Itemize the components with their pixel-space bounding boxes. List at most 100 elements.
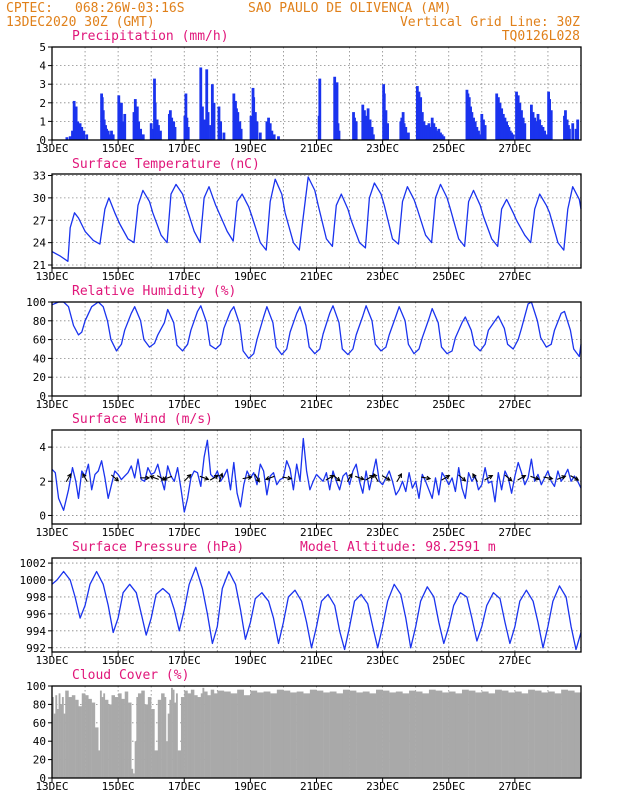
cloud-cover-bar <box>395 691 403 778</box>
cloud-cover-bar <box>52 697 54 778</box>
precip-bar <box>429 126 432 140</box>
wind-direction-arrow <box>570 475 579 481</box>
precip-bar <box>521 117 525 140</box>
pres-title: Surface Pressure (hPa) <box>72 540 244 555</box>
x-date-label: 17DEC <box>168 142 201 155</box>
cloud-cover-bar <box>169 699 172 778</box>
wind-direction-arrow <box>472 473 478 483</box>
wind-arrow-head <box>548 475 554 481</box>
precip-bar <box>105 128 108 140</box>
cloud-cover-bar <box>501 690 509 778</box>
cloud-cover-bar <box>124 691 129 778</box>
cloud-cover-bar <box>514 691 522 778</box>
precip-bar <box>118 104 122 140</box>
x-date-label: 17DEC <box>168 654 201 667</box>
cloud-cover-bar <box>561 689 568 778</box>
wind-y-tick-label: 4 <box>39 441 46 454</box>
precip-bar <box>255 121 259 140</box>
precip-bar <box>159 130 162 140</box>
precip-bar <box>219 121 223 140</box>
precip-bar <box>318 78 322 140</box>
precip-bar <box>337 130 341 140</box>
cloud-cover-bar <box>554 693 562 778</box>
cloud-cover-bar <box>422 693 430 778</box>
x-date-label: 27DEC <box>498 142 531 155</box>
x-date-label: 25DEC <box>432 398 465 411</box>
precip-bar <box>536 113 540 140</box>
cloud-cover-bar <box>428 689 436 778</box>
precip-bar <box>435 130 439 140</box>
cloud-cover-bar <box>71 695 76 778</box>
wind-direction-arrow <box>556 475 566 480</box>
precip-bar <box>217 106 221 140</box>
precip-bar <box>111 134 115 140</box>
precip-bar <box>65 137 69 140</box>
precip-bar <box>495 93 499 140</box>
wind-direction-arrow <box>254 473 260 483</box>
cloud-y-tick-label: 20 <box>33 754 46 767</box>
wind-arrow-head <box>373 472 378 478</box>
cloud-y-tick-label: 40 <box>33 735 46 748</box>
x-date-label: 25DEC <box>432 780 465 793</box>
wind-title: Surface Wind (m/s) <box>72 412 213 427</box>
precip-bar <box>210 84 214 140</box>
header: CPTEC: 068:26W-03:16S SAO PAULO DE OLIVE… <box>6 1 580 44</box>
cloud-cover-bar <box>402 693 410 778</box>
precip-y-tick-label: 3 <box>39 78 46 91</box>
wind-direction-arrow <box>265 475 275 480</box>
precip-title: Precipitation (mm/h) <box>72 29 229 44</box>
cloud-cover-bar <box>448 691 456 778</box>
precip-bar <box>206 112 210 140</box>
precip-bar <box>366 108 370 140</box>
rh-y-tick-label: 80 <box>33 315 46 328</box>
cloud-cover-bar <box>190 689 195 778</box>
cloud-cover-bar <box>108 704 112 778</box>
precip-bar <box>404 126 408 140</box>
precip-y-tick-label: 1 <box>39 115 46 128</box>
cloud-cover-bar <box>187 693 192 778</box>
precip-bar <box>199 67 203 140</box>
cloud-cover-bar <box>157 699 162 778</box>
cloud-cover-bar <box>455 693 463 778</box>
temp-y-tick-label: 24 <box>33 237 47 250</box>
header-station: SAO PAULO DE OLIVENCA (AM) <box>248 1 452 16</box>
precip-bar <box>477 130 480 140</box>
cloud-cover-bar <box>88 698 92 778</box>
x-date-label: 21DEC <box>300 398 333 411</box>
cloud-cover-bar <box>534 690 542 778</box>
precip-bar <box>203 119 207 140</box>
rh-y-tick-label: 60 <box>33 334 46 347</box>
wind-arrow-head <box>445 475 451 480</box>
precip-bar <box>503 117 507 140</box>
x-date-label: 27DEC <box>498 780 531 793</box>
precip-bar <box>571 123 575 140</box>
wind-direction-arrow <box>163 475 173 480</box>
precip-bar <box>239 128 243 140</box>
precip-bar <box>420 112 424 140</box>
cloud-cover-bar <box>528 689 535 778</box>
cloud-cover-bar <box>567 690 575 778</box>
wind-direction-arrow <box>517 475 526 481</box>
cloud-cover-bar <box>180 697 185 778</box>
cloud-cover-bar <box>104 699 109 778</box>
wind-direction-arrow <box>365 475 374 481</box>
wind-direction-arrow <box>396 473 402 483</box>
wind-direction-arrow <box>504 474 513 482</box>
cloud-cover-bar <box>541 692 549 778</box>
precip-bar <box>539 125 543 140</box>
precip-bar <box>184 93 188 140</box>
temp-panel: 21 24 27 30 33 Surface Temperature (nC) 13DEC 1… <box>33 157 582 283</box>
x-date-label: 21DEC <box>300 270 333 283</box>
precip-bar <box>110 130 113 140</box>
wind-direction-arrow <box>242 476 252 480</box>
x-date-label: 21DEC <box>300 526 333 539</box>
cloud-cover-bar <box>134 741 137 778</box>
precip-bar <box>564 110 567 140</box>
precip-bar <box>157 125 160 140</box>
cloud-cover-bar <box>362 691 370 778</box>
cloud-cover-bar <box>309 689 317 778</box>
precip-bar <box>382 93 386 140</box>
precip-bar <box>500 108 504 140</box>
precip-bar <box>518 102 522 140</box>
wind-arrow-head <box>574 476 580 481</box>
